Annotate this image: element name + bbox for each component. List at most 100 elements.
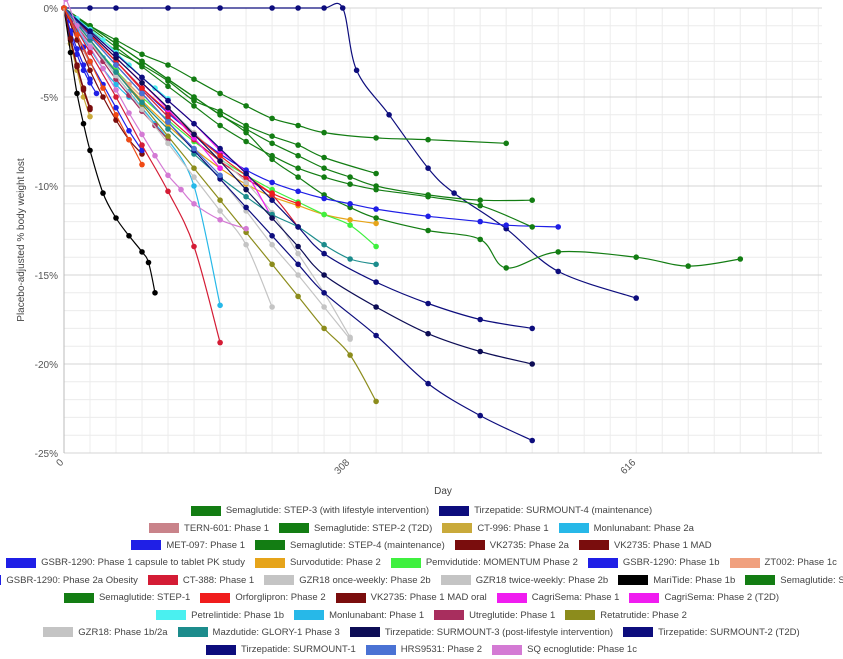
legend-item[interactable]: Semaglutide: STEP-1 [63,592,190,603]
legend-item[interactable]: CT-996: Phase 1 [442,523,549,534]
legend-swatch [264,575,295,586]
legend-item[interactable]: Pemvidutide: MOMENTUM Phase 2 [390,557,578,568]
data-point [217,112,223,118]
data-point [145,259,152,266]
legend-label: TERN-601: Phase 1 [184,522,270,534]
legend-item[interactable]: Mazdutide: GLORY-1 Phase 3 [177,627,340,638]
legend-item[interactable]: GSBR-1290: Phase 1b [587,557,720,569]
legend-label: GSBR-1290: Phase 2a Obesity [6,574,138,586]
series-line [63,7,559,228]
legend-swatch [578,540,609,551]
legend-item[interactable]: GSBR-1290: Phase 2a Obesity [0,575,138,586]
legend-item[interactable]: Tirzepatide: SURMOUNT-3 (post-lifestyle … [349,627,613,638]
data-point [425,213,431,220]
data-point [347,352,353,358]
legend-item[interactable]: Tirzepatide: SURMOUNT-2 (T2D) [623,627,800,638]
legend-item[interactable]: VK2735: Phase 1 MAD oral [335,592,487,603]
data-point [321,154,327,161]
data-point [67,35,74,42]
data-point [152,290,158,296]
legend-item[interactable]: VK2735: Phase 1 MAD [578,539,712,551]
legend-item[interactable]: Semaglutide: STEP-3 (with lifestyle inte… [190,505,429,516]
legend-item[interactable]: GZR18: Phase 1b/2a [43,627,168,638]
data-point [80,62,87,68]
data-point [555,249,561,255]
data-point [269,152,275,159]
legend-swatch [434,610,465,621]
data-point [139,80,145,86]
legend-item[interactable]: Semaglutide: STEP-4 (maintenance) [255,540,445,551]
data-point [74,62,80,68]
data-point [347,222,353,228]
data-point [269,197,275,203]
data-point [295,174,301,180]
data-point [87,58,93,65]
legend-item[interactable]: Survodutide: Phase 2 [254,557,381,568]
data-point [165,119,171,125]
series-line [63,2,637,299]
legend-item[interactable]: Retatrutide: Phase 2 [565,610,687,621]
data-point [87,104,93,111]
data-point [269,233,275,239]
legend-item[interactable]: CT-388: Phase 1 [147,575,254,586]
data-point [217,165,223,171]
data-point [503,222,510,228]
legend-item[interactable]: GSBR-1290: Phase 1 capsule to tablet PK … [6,557,245,568]
legend-item[interactable]: Tirzepatide: SURMOUNT-1 [206,644,356,655]
data-point [295,122,301,129]
data-point [295,272,301,278]
legend-item[interactable]: ZT002: Phase 1c [729,557,837,568]
legend-item[interactable]: SQ ecnoglutide: Phase 1c [492,644,637,655]
legend-item[interactable]: MET-097: Phase 1 [131,540,245,551]
legend-item[interactable]: HRS9531: Phase 2 [365,644,482,655]
data-point [295,224,301,230]
data-point [217,152,223,159]
data-point [373,215,379,221]
legend-label: MariTide: Phase 1b [653,574,736,586]
legend-item[interactable]: Orforglipron: Phase 2 [200,592,326,603]
data-point [113,81,119,88]
legend-item[interactable]: Monlunabant: Phase 2a [558,523,694,534]
legend-item[interactable]: Utreglutide: Phase 1 [434,610,555,621]
data-point [87,28,93,34]
data-point [373,206,379,212]
data-point [217,122,223,129]
data-point [80,120,87,127]
legend-item[interactable]: VK2735: Phase 2a [454,540,569,551]
data-point [126,110,132,116]
data-point [87,33,93,40]
legend-swatch [623,627,654,638]
legend-item[interactable]: MariTide: Phase 1b [618,575,735,586]
legend-swatch [442,523,473,534]
data-point [321,325,327,332]
legend-item[interactable]: Monlunabant: Phase 1 [294,610,424,621]
data-point [139,131,145,138]
data-point [165,126,171,132]
grid-lines [63,7,822,454]
data-point [295,188,301,195]
legend-item[interactable]: CagriSema: Phase 1 [496,592,620,604]
legend-item[interactable]: CagriSema: Phase 2 (T2D) [629,592,779,603]
legend-item[interactable]: Semaglutide: STEP-5 [745,575,843,586]
series-line [63,7,351,338]
legend-swatch [335,592,366,603]
data-point [295,142,301,148]
legend-item[interactable]: Tirzepatide: SURMOUNT-4 (maintenance) [439,505,652,516]
legend-item[interactable]: Petrelintide: Phase 1b [156,610,284,621]
data-point [295,243,301,250]
data-point [87,76,93,82]
legend-label: GSBR-1290: Phase 1b [622,557,720,569]
legend-item[interactable]: TERN-601: Phase 1 [149,523,269,534]
data-point [529,197,535,203]
data-point [87,147,93,154]
legend-label: VK2735: Phase 1 MAD [613,539,712,551]
legend-label: MET-097: Phase 1 [166,539,246,551]
legend-item[interactable]: Semaglutide: STEP-2 (T2D) [279,523,432,534]
legend-item[interactable]: GZR18 twice-weekly: Phase 2b [440,575,608,586]
data-point [165,76,171,82]
data-point [347,174,353,180]
data-point [347,256,353,262]
data-point [373,304,379,310]
legend-label: CagriSema: Phase 1 [531,592,620,604]
legend-item[interactable]: GZR18 once-weekly: Phase 2b [264,575,431,586]
